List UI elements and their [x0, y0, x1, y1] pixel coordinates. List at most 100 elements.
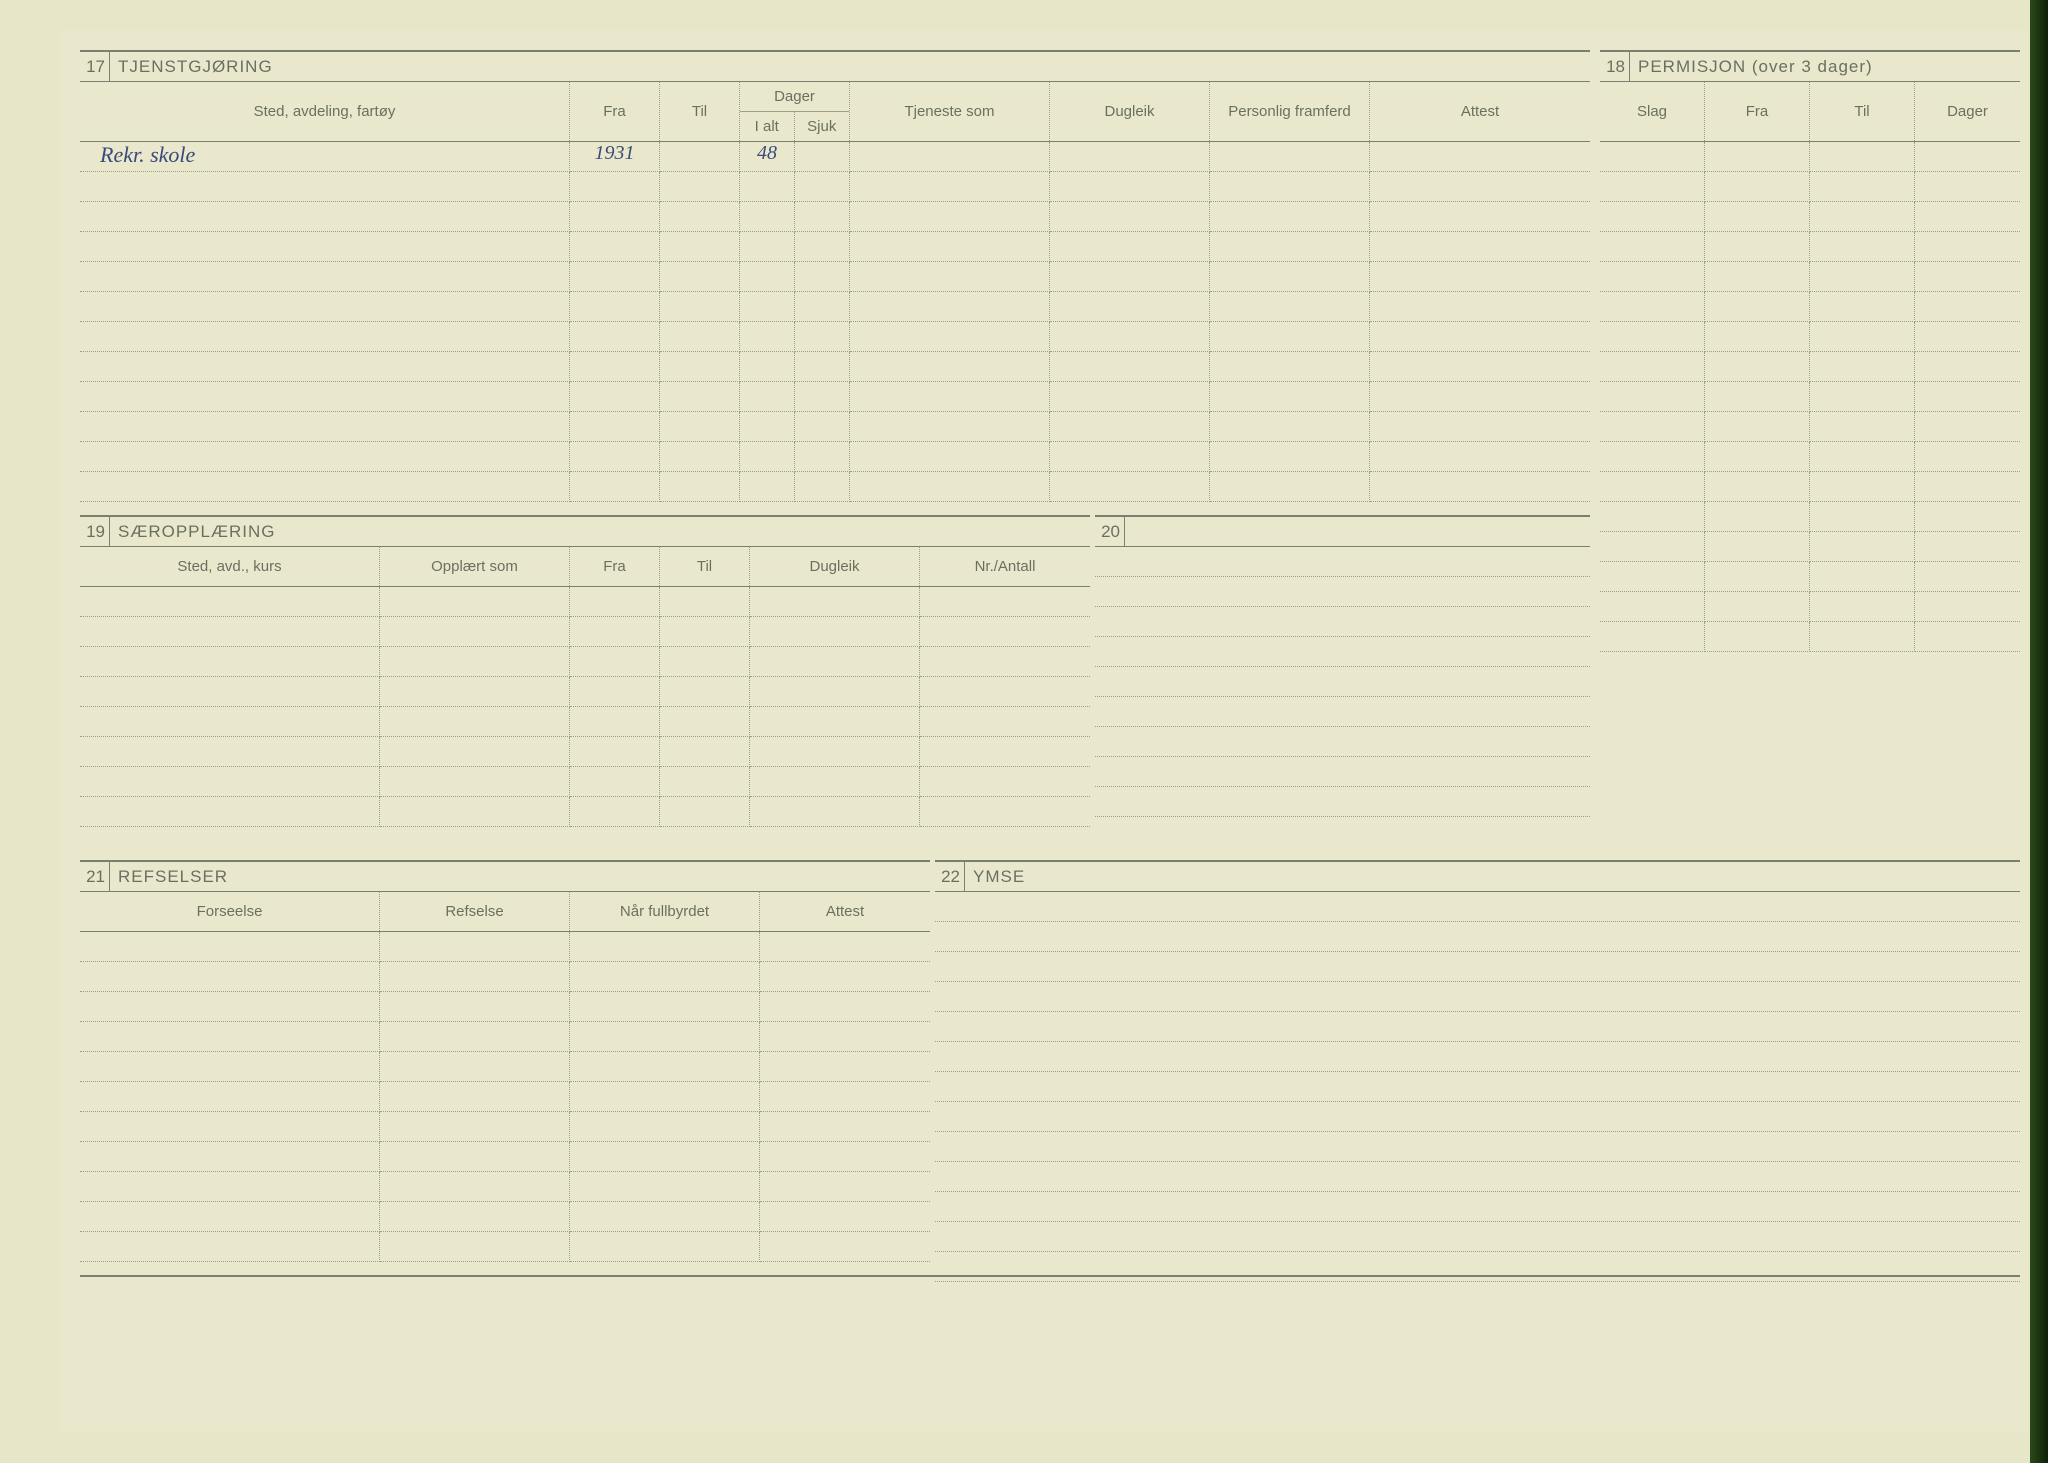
table-cell [1600, 202, 1705, 232]
table-row [80, 382, 1590, 412]
table-cell [80, 172, 570, 202]
table-cell [380, 707, 570, 737]
table-cell [1050, 352, 1210, 382]
table-cell [1705, 532, 1810, 562]
table-row [80, 617, 1090, 647]
table-cell [660, 382, 740, 412]
table-cell [570, 1202, 760, 1232]
table-cell [1600, 262, 1705, 292]
table-cell [380, 1202, 570, 1232]
table-row [1600, 472, 2020, 502]
table-cell [1810, 502, 1915, 532]
table-cell [850, 292, 1050, 322]
table-cell [750, 707, 920, 737]
table-cell [1370, 262, 1590, 292]
table-row [1095, 547, 1590, 577]
table-cell [1915, 472, 2020, 502]
table-cell [570, 1172, 760, 1202]
table-cell [850, 142, 1050, 172]
table-row [1095, 577, 1590, 607]
table-cell [660, 707, 750, 737]
table-cell [760, 1022, 930, 1052]
table-cell [920, 647, 1090, 677]
section-21-rows [80, 932, 930, 1262]
table-cell [795, 232, 850, 262]
table-cell [750, 737, 920, 767]
table-row [80, 1202, 930, 1232]
table-cell [1810, 592, 1915, 622]
section-22-title: YMSE [965, 867, 1025, 887]
table-cell [1600, 412, 1705, 442]
table-cell [850, 352, 1050, 382]
table-cell [1810, 382, 1915, 412]
table-cell [1705, 172, 1810, 202]
col-attest: Attest [1370, 82, 1590, 141]
table-cell [1210, 142, 1370, 172]
table-cell [920, 677, 1090, 707]
table-row [80, 352, 1590, 382]
table-cell [1370, 202, 1590, 232]
table-cell [750, 587, 920, 617]
table-cell [1915, 622, 2020, 652]
table-cell [850, 382, 1050, 412]
table-cell [660, 232, 740, 262]
table-cell [80, 677, 380, 707]
table-cell [380, 962, 570, 992]
table-cell [570, 737, 660, 767]
table-row [80, 1142, 930, 1172]
table-cell [850, 202, 1050, 232]
table-cell [1210, 322, 1370, 352]
section-21-column-headers: Forseelse Refselse Når fullbyrdet Attest [80, 892, 930, 932]
table-row [935, 892, 2020, 922]
section-22-ymse: 22 YMSE [935, 860, 2020, 1282]
table-cell [760, 1172, 930, 1202]
section-19-rows [80, 587, 1090, 827]
table-cell [80, 382, 570, 412]
table-cell [80, 1142, 380, 1172]
table-row [1600, 352, 2020, 382]
table-cell [1705, 622, 1810, 652]
table-cell [1370, 142, 1590, 172]
table-cell [1370, 442, 1590, 472]
table-row [80, 232, 1590, 262]
section-21-number: 21 [80, 862, 110, 891]
table-cell [750, 767, 920, 797]
table-cell [80, 1022, 380, 1052]
table-cell: 48 [740, 142, 795, 172]
table-cell [1370, 232, 1590, 262]
table-cell [80, 1082, 380, 1112]
section-22-rows [935, 892, 2020, 1282]
col-til: Til [660, 82, 740, 141]
table-cell [1705, 562, 1810, 592]
table-cell [570, 962, 760, 992]
table-row [1095, 727, 1590, 757]
table-cell [795, 352, 850, 382]
table-row [80, 1082, 930, 1112]
table-cell [795, 442, 850, 472]
section-18-header: 18 PERMISJON (over 3 dager) [1600, 50, 2020, 82]
table-cell [80, 352, 570, 382]
table-cell [80, 587, 380, 617]
table-row [935, 922, 2020, 952]
table-cell [760, 1202, 930, 1232]
table-cell [1370, 382, 1590, 412]
table-cell [660, 677, 750, 707]
table-cell [1210, 352, 1370, 382]
table-cell [80, 962, 380, 992]
table-cell [380, 1112, 570, 1142]
form-page: 17 TJENSTGJØRING Sted, avdeling, fartøy … [60, 30, 2028, 1433]
table-cell [570, 472, 660, 502]
table-row [80, 412, 1590, 442]
table-cell [660, 172, 740, 202]
table-cell [80, 322, 570, 352]
table-cell [380, 1232, 570, 1262]
table-cell [795, 412, 850, 442]
table-row [1095, 637, 1590, 667]
section-19-header: 19 SÆROPPLÆRING [80, 515, 1090, 547]
table-cell [1370, 472, 1590, 502]
table-cell [380, 617, 570, 647]
col-attest-21: Attest [760, 892, 930, 931]
table-cell [570, 1142, 760, 1172]
table-row [80, 677, 1090, 707]
bottom-rule [80, 1275, 2020, 1277]
